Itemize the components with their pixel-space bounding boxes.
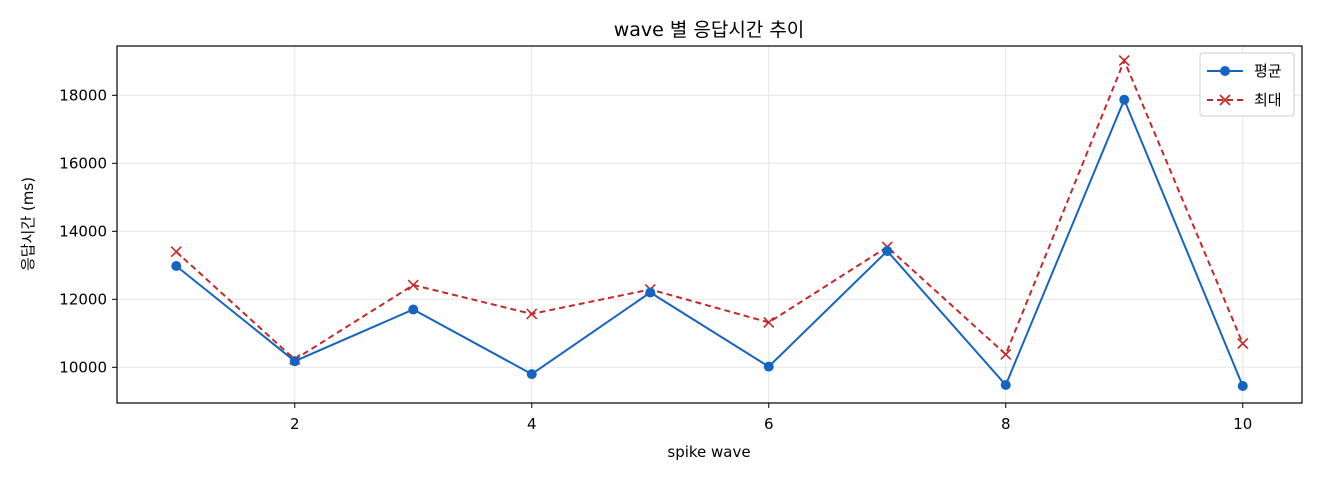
series-average	[171, 94, 1248, 391]
x-tick-label: 4	[527, 415, 537, 433]
x-axis-label: spike wave	[667, 443, 750, 461]
data-point	[763, 316, 775, 328]
series-layer	[170, 55, 1249, 391]
x-tick-label: 6	[764, 415, 774, 433]
data-point	[1119, 94, 1130, 105]
data-point	[407, 279, 419, 291]
data-point	[763, 361, 774, 372]
legend-label: 평균	[1254, 62, 1282, 80]
data-point	[1000, 379, 1011, 390]
legend-marker	[1219, 94, 1231, 106]
plot-frame	[116, 45, 1303, 404]
axis-ticks: 2 4 6 8 10 10000 12000 14000 16000 18000	[59, 86, 1252, 433]
series-max	[170, 55, 1249, 366]
x-tick-label: 10	[1233, 415, 1252, 433]
x-tick-label: 8	[1001, 415, 1011, 433]
series-line	[175, 97, 1244, 387]
data-point	[526, 308, 538, 320]
data-point	[170, 246, 182, 258]
series-line	[175, 57, 1244, 361]
data-point	[289, 356, 300, 367]
data-point	[882, 246, 893, 257]
y-tick-label: 14000	[59, 222, 107, 240]
y-tick-label: 16000	[59, 154, 107, 172]
data-point	[171, 260, 182, 271]
y-axis-label: 응답시간 (ms)	[19, 177, 37, 271]
x-tick-label: 2	[290, 415, 300, 433]
y-tick-label: 18000	[59, 86, 107, 104]
legend-marker	[1220, 66, 1230, 76]
grid	[117, 46, 1302, 403]
legend-label: 최대	[1254, 91, 1282, 109]
data-point	[526, 369, 537, 380]
data-point	[1237, 381, 1248, 391]
data-point	[1118, 55, 1130, 67]
chart-title: wave 별 응답시간 추이	[614, 19, 805, 41]
data-point	[1237, 337, 1249, 350]
data-point	[645, 287, 656, 298]
data-point	[408, 304, 419, 315]
data-point	[1000, 348, 1012, 360]
y-tick-label: 12000	[59, 290, 107, 308]
y-tick-label: 10000	[59, 358, 107, 376]
